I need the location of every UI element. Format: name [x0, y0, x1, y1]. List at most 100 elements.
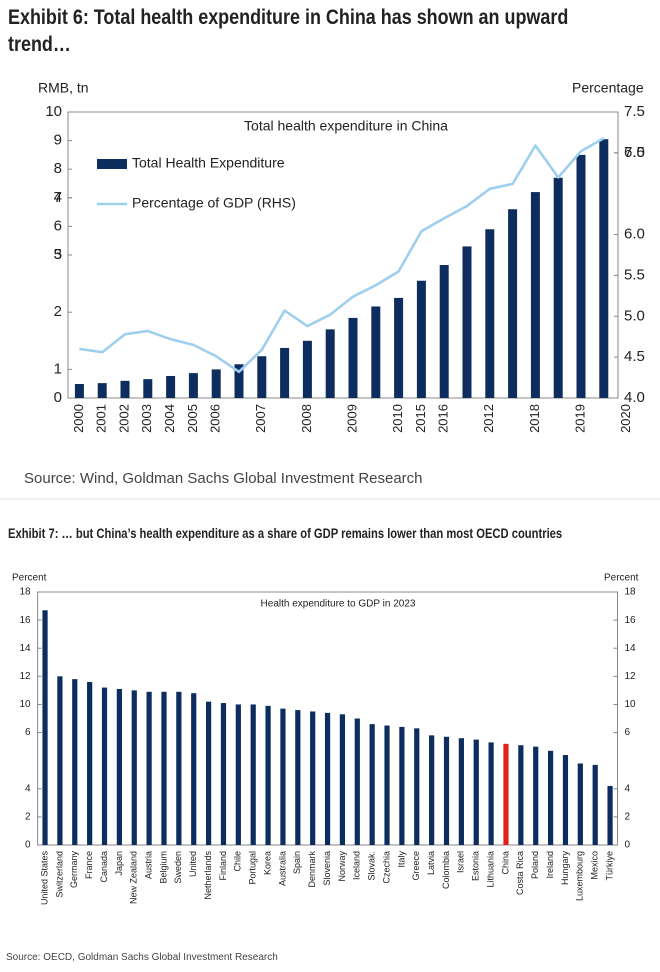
x-tick-label: 2002 [116, 404, 131, 433]
y2-tick-label: 5.5 [624, 266, 645, 283]
bar [191, 693, 197, 845]
bar [508, 209, 518, 398]
x-tick-label: Slovenia [322, 851, 332, 886]
x-tick-label: 2010 [390, 404, 405, 433]
y-axis-label: RMB, tn [38, 80, 89, 96]
bar [348, 317, 358, 398]
x-tick-label: Lithuania [485, 851, 495, 888]
x-tick-label: 2019 [572, 404, 587, 433]
bar [324, 712, 331, 845]
y2-tick-label: 18 [625, 587, 637, 598]
x-tick-label: Luxembourg [575, 851, 585, 901]
source: Source: OECD, Goldman Sachs Global Inves… [6, 952, 278, 963]
x-tick-label: Netherlands [203, 851, 213, 900]
bar [42, 610, 48, 845]
y2-tick-label: 7.5 [624, 103, 645, 120]
x-tick-label: 2020 [618, 404, 633, 433]
bar [443, 736, 450, 845]
x-tick-label: 2008 [299, 404, 314, 433]
line [79, 137, 605, 374]
bar [562, 755, 569, 845]
bar [234, 364, 244, 398]
source: Source: Wind, Goldman Sachs Global Inves… [24, 470, 423, 487]
x-tick-label: 2012 [481, 404, 496, 433]
y-tick-label: 6 [25, 727, 31, 738]
bar [310, 711, 316, 845]
y-tick-label: 18 [19, 587, 31, 598]
bar [547, 750, 554, 845]
bar [503, 743, 509, 845]
bar [416, 280, 426, 398]
x-tick-label: United States [39, 851, 49, 906]
x-tick-label: Denmark [307, 851, 317, 888]
x-tick-label: 2016 [436, 404, 451, 433]
y2-tick-label: 16 [625, 615, 637, 626]
bar [429, 735, 435, 845]
x-tick-label: Estonia [471, 851, 481, 881]
y2-tick-label: 14 [625, 643, 637, 654]
x-tick-label: Canada [99, 851, 109, 883]
y-tick-label: 0 [25, 840, 31, 851]
legend-swatch [97, 159, 127, 169]
legend-label: Percentage of GDP (RHS) [132, 195, 296, 211]
x-tick-label: Slovak. [367, 851, 377, 881]
x-tick-label: Finland [218, 851, 228, 881]
y2-tick-label: 10 [625, 699, 637, 710]
bar [607, 785, 613, 845]
bar [371, 306, 381, 398]
bar [131, 690, 137, 845]
x-tick-label: Australia [277, 851, 287, 886]
y-tick-label: 4 [25, 783, 31, 794]
bar [325, 329, 335, 398]
bar [485, 229, 495, 398]
bar [530, 192, 540, 398]
y-tick-label: 3 [54, 246, 62, 263]
bar [576, 154, 586, 398]
inner-title: Health expenditure to GDP in 2023 [261, 599, 416, 610]
bar [533, 746, 539, 845]
bar [72, 679, 78, 845]
x-tick-label: 2009 [344, 404, 359, 433]
x-tick-label: 2015 [413, 404, 428, 433]
x-tick-label: 2006 [208, 404, 223, 433]
x-tick-label: Greece [411, 851, 421, 881]
bar [235, 704, 241, 845]
x-tick-label: Korea [262, 851, 272, 875]
bar [176, 691, 182, 845]
bar [577, 763, 583, 845]
bar [188, 373, 198, 398]
bar [462, 246, 472, 398]
bar [394, 297, 404, 398]
x-tick-label: New Zealand [129, 851, 139, 904]
bar [116, 688, 122, 845]
bar [488, 742, 494, 845]
x-tick-label: 2005 [185, 404, 200, 433]
y-tick-label: 1 [54, 360, 62, 377]
x-tick-label: Poland [530, 851, 540, 879]
bar [265, 705, 271, 845]
x-tick-label: Portugal [248, 851, 258, 885]
exhibit-title: Exhibit 7: … but China’s health expendit… [8, 526, 563, 541]
bar [205, 701, 212, 845]
y2-tick-label: 4.0 [624, 389, 645, 406]
y2-tick-label: 6.5 [624, 144, 645, 161]
x-tick-label: 2007 [253, 404, 268, 433]
legend-label: Total Health Expenditure [132, 155, 285, 171]
y2-tick-label: 4 [625, 783, 631, 794]
x-tick-label: Norway [337, 851, 347, 882]
x-tick-label: Iceland [352, 851, 362, 880]
y-tick-label: 12 [19, 671, 31, 682]
y-tick-label: 4 [54, 189, 62, 206]
y-tick-label: 2 [54, 303, 62, 320]
x-tick-label: Czechia [381, 851, 391, 884]
y2-tick-label: 0 [625, 840, 631, 851]
bar [57, 676, 63, 845]
x-tick-label: Colombia [441, 851, 451, 889]
bar [354, 718, 360, 845]
y2-tick-label: 6.0 [624, 226, 645, 243]
x-tick-label: Hungary [560, 851, 570, 886]
bar [592, 764, 598, 845]
x-tick-label: 2004 [162, 404, 177, 433]
